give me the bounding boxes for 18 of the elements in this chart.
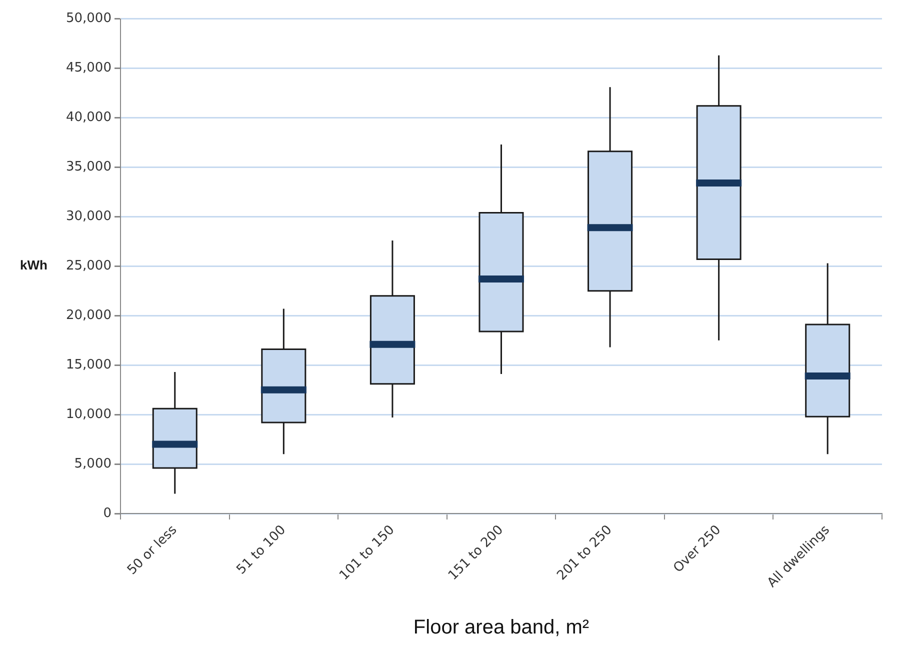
y-tick-label: 5,000 — [74, 456, 112, 472]
x-tick-label: 201 to 250 — [554, 522, 616, 584]
y-tick-label: 0 — [103, 506, 112, 521]
x-tick-label: 50 or less — [124, 522, 180, 578]
y-tick-label: 20,000 — [66, 308, 112, 324]
y-tick-label: 45,000 — [66, 60, 112, 76]
y-tick-label: 35,000 — [66, 160, 112, 175]
y-tick-label: 40,000 — [66, 110, 112, 126]
y-tick-label: 30,000 — [66, 209, 112, 224]
x-tick-label: 51 to 100 — [234, 522, 289, 578]
x-tick-label: 151 to 200 — [446, 522, 506, 584]
y-tick-label: 10,000 — [66, 406, 112, 422]
x-tick-label: 101 to 150 — [336, 522, 398, 584]
y-tick-label: 15,000 — [66, 357, 112, 372]
y-axis-title: kWh — [20, 258, 48, 273]
y-tick-label: 50,000 — [66, 11, 112, 26]
y-tick-label: 25,000 — [66, 258, 112, 274]
x-axis-title: Floor area band, m² — [413, 616, 590, 639]
